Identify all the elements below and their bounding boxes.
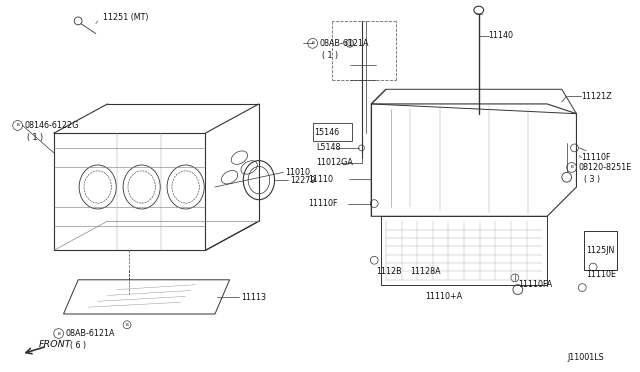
Text: 1112B: 1112B bbox=[376, 267, 402, 276]
Text: ( 3 ): ( 3 ) bbox=[584, 175, 600, 184]
Text: 11110+A: 11110+A bbox=[425, 292, 462, 301]
Text: 11012GA: 11012GA bbox=[317, 158, 353, 167]
Circle shape bbox=[346, 39, 354, 47]
Text: 08AB-6121A: 08AB-6121A bbox=[65, 329, 115, 338]
Text: ( 1 ): ( 1 ) bbox=[28, 133, 44, 142]
Text: ( 6 ): ( 6 ) bbox=[70, 341, 86, 350]
Text: 11110FA: 11110FA bbox=[518, 280, 552, 289]
Text: B: B bbox=[57, 331, 60, 336]
Text: 08AB-6121A: 08AB-6121A bbox=[319, 39, 369, 48]
Text: 1125JN: 1125JN bbox=[586, 246, 614, 255]
Text: 11110F: 11110F bbox=[308, 199, 337, 208]
Text: B: B bbox=[311, 41, 314, 45]
Text: 11140: 11140 bbox=[488, 31, 513, 40]
Text: 08120-8251E: 08120-8251E bbox=[579, 163, 632, 172]
Text: 12279: 12279 bbox=[290, 176, 316, 185]
Text: 08146-6122G: 08146-6122G bbox=[24, 121, 79, 130]
Text: 11110E: 11110E bbox=[586, 270, 616, 279]
Text: J11001LS: J11001LS bbox=[567, 353, 604, 362]
Text: 11121Z: 11121Z bbox=[581, 92, 612, 100]
Text: 11110F: 11110F bbox=[581, 153, 611, 162]
Text: 15146: 15146 bbox=[315, 128, 340, 137]
Text: 11110: 11110 bbox=[308, 175, 333, 184]
Text: FRONT: FRONT bbox=[39, 340, 72, 349]
Text: 11128A: 11128A bbox=[410, 267, 441, 276]
Text: 11113: 11113 bbox=[241, 293, 266, 302]
Text: 11251 (MT): 11251 (MT) bbox=[102, 13, 148, 22]
Text: B: B bbox=[125, 323, 129, 327]
Text: B: B bbox=[16, 124, 19, 128]
Text: 11010: 11010 bbox=[285, 168, 310, 177]
Text: L5148: L5148 bbox=[317, 143, 341, 153]
Text: B: B bbox=[570, 166, 573, 169]
Text: ( 1 ): ( 1 ) bbox=[323, 51, 339, 60]
